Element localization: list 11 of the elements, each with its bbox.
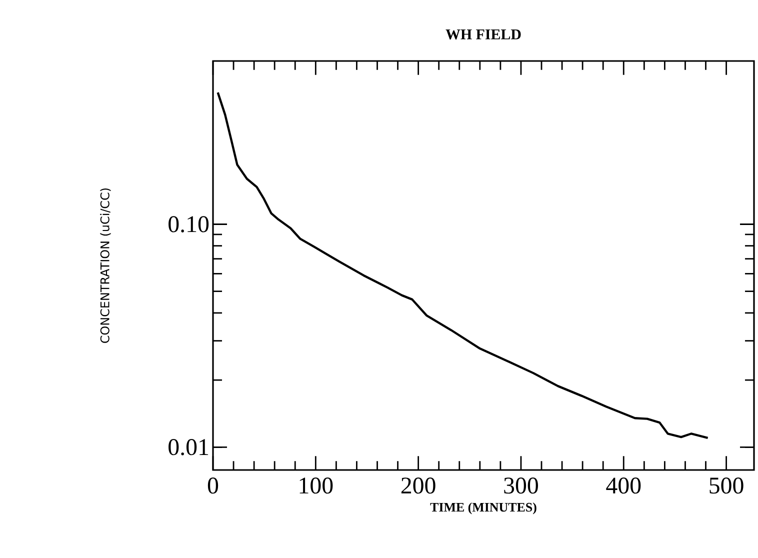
y-tick-label: 0.10 — [168, 216, 209, 232]
y-axis-title: CONCENTRATION (uCi/CC) — [100, 188, 111, 343]
x-tick-label: 400 — [606, 478, 641, 494]
x-tick-label: 200 — [401, 478, 436, 494]
y-tick-label: 0.01 — [168, 439, 208, 456]
x-tick-label: 100 — [300, 478, 333, 494]
x-tick-label: 500 — [710, 478, 744, 494]
x-axis-title: TIME (MINUTES) — [430, 502, 536, 514]
x-tick-label: 300 — [504, 478, 538, 494]
chart-title: WH FIELD — [446, 29, 521, 40]
x-tick-label: 0 — [208, 478, 218, 494]
